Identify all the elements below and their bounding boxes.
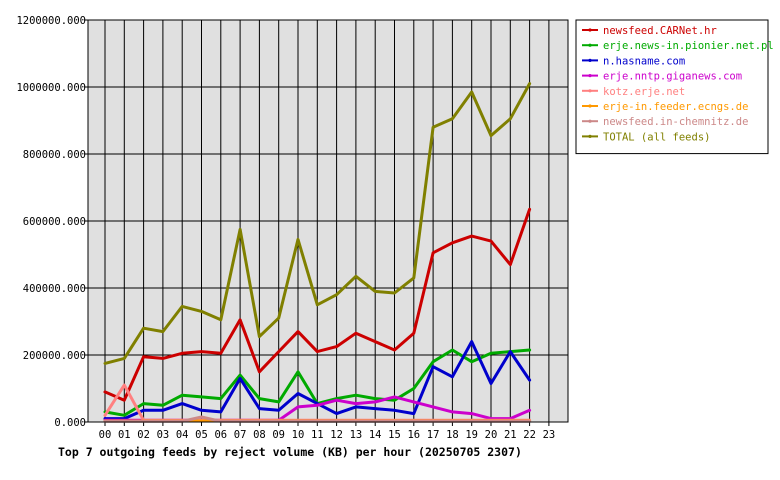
series-line-7 (103, 82, 532, 365)
y-tick-label: 800000.000 (23, 149, 86, 161)
x-tick-label: 03 (157, 429, 170, 441)
legend-swatch-marker (588, 134, 592, 138)
x-tick-label: 07 (234, 429, 247, 441)
x-tick-label: 01 (118, 429, 131, 441)
x-tick-label: 08 (253, 429, 266, 441)
legend-swatch-marker (588, 89, 592, 93)
y-tick-label: 400000.000 (23, 283, 86, 295)
legend-label: erje-in.feeder.ecngs.de (603, 101, 748, 113)
x-tick-label: 02 (137, 429, 150, 441)
series-line-6 (103, 415, 532, 423)
x-tick-label: 14 (369, 429, 382, 441)
y-tick-label: 1200000.000 (16, 15, 86, 27)
legend-swatch-marker (588, 28, 592, 32)
legend: newsfeed.CARNet.hr erje.news-in.pionier.n… (575, 19, 774, 155)
x-tick-label: 05 (195, 429, 208, 441)
x-tick-label: 15 (388, 429, 401, 441)
x-axis: 00 01 02 03 04 05 06 07 08 09 10 11 12 13 14 15 16 17 18 19… (99, 422, 556, 441)
legend-label: n.hasname.com (603, 55, 685, 67)
legend-swatch-marker (588, 58, 592, 63)
legend-label: erje.nntp.giganews.com (603, 71, 742, 83)
legend-label: erje.news-in.pionier.net.pl (603, 40, 774, 52)
y-tick-label: 200000.000 (23, 350, 86, 362)
legend-swatch-marker (588, 74, 592, 78)
y-axis: 0.000 200000.000 400000.000 600000.000 80000… (16, 15, 88, 429)
x-tick-label: 13 (350, 429, 363, 441)
legend-label: TOTAL (all feeds) (603, 131, 710, 143)
series-line-2 (103, 340, 532, 421)
x-tick-label: 04 (176, 429, 189, 441)
series-layer (103, 82, 532, 423)
legend-box (575, 19, 769, 155)
y-tick-label: 600000.000 (23, 216, 86, 228)
grid-layer (88, 19, 568, 423)
plot-border (87, 19, 569, 423)
x-tick-label: 19 (465, 429, 478, 441)
x-tick-label: 11 (311, 429, 324, 441)
chart-title: Top 7 outgoing feeds by reject volume (K… (58, 445, 522, 459)
legend-label: newsfeed.in-chemnitz.de (603, 116, 748, 128)
y-tick-label: 1000000.000 (16, 82, 86, 94)
x-tick-label: 12 (330, 429, 343, 441)
x-tick-label: 00 (99, 429, 112, 441)
x-tick-label: 22 (523, 429, 536, 441)
x-tick-label: 06 (214, 429, 227, 441)
legend-swatch-marker (588, 43, 592, 47)
x-tick-label: 23 (543, 429, 556, 441)
x-tick-label: 18 (446, 429, 459, 441)
y-tick-label: 0.000 (54, 417, 86, 429)
legend-swatch-marker (588, 119, 592, 123)
x-tick-label: 16 (407, 429, 420, 441)
x-tick-label: 21 (504, 429, 517, 441)
x-tick-label: 10 (292, 429, 305, 441)
legend-label: kotz.erje.net (603, 86, 685, 98)
x-tick-label: 20 (485, 429, 498, 441)
legend-label: newsfeed.CARNet.hr (603, 25, 717, 37)
series-line-0 (103, 207, 532, 402)
x-tick-label: 17 (427, 429, 440, 441)
x-tick-label: 09 (272, 429, 285, 441)
legend-swatch-marker (588, 104, 592, 108)
